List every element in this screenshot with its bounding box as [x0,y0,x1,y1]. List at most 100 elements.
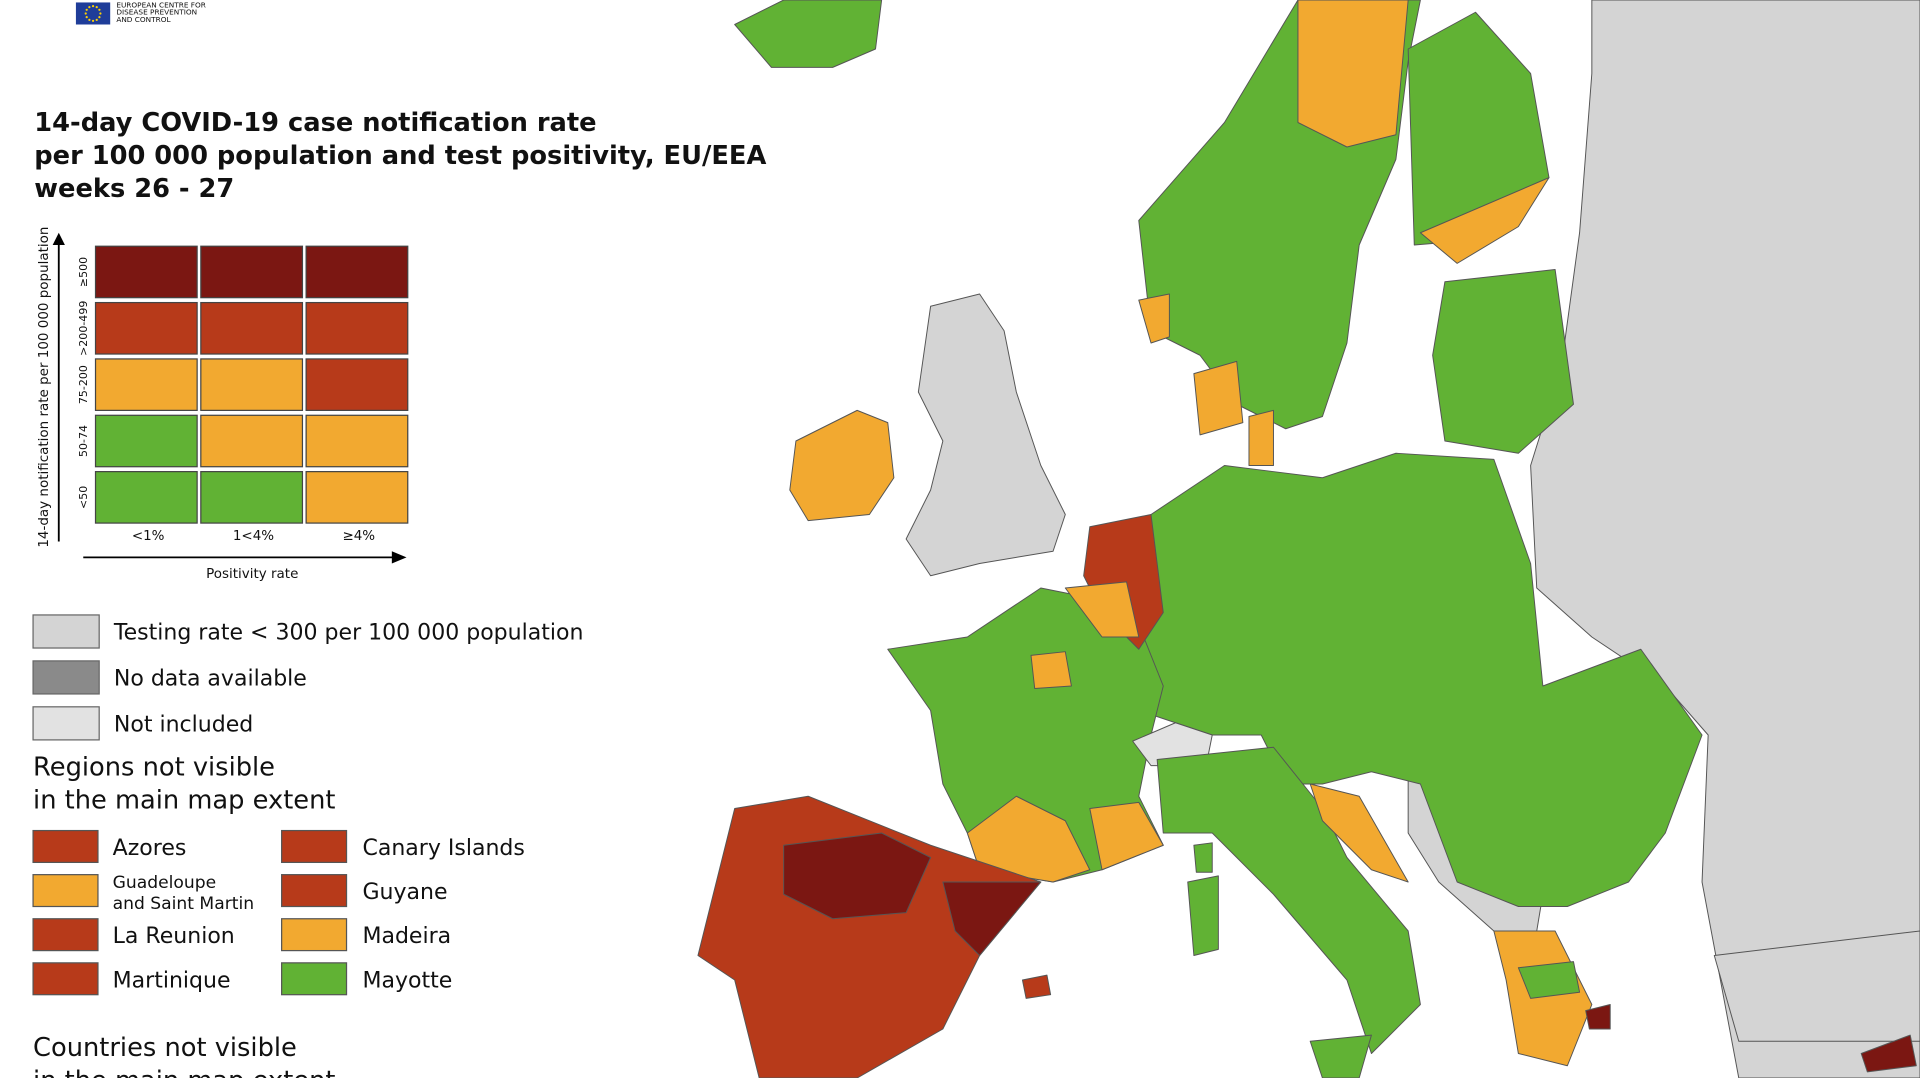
row-label: ≥500 [77,257,90,287]
region-label: Martinique [113,968,231,993]
legend-label: No data available [114,666,307,691]
matrix-cell [94,358,198,411]
ireland [789,409,895,522]
sicily [1309,1034,1372,1078]
matrix-cell [94,245,198,299]
legend-label: Not included [114,712,253,737]
matrix-cell [200,358,304,411]
region-swatch [281,874,348,908]
row-label: <50 [77,486,90,509]
countries-title: in the main map extent [33,1066,335,1078]
catalonia [942,881,1042,956]
balearic [1021,974,1052,999]
flag-star [91,5,95,8]
logo-text: DISEASE PREVENTION [116,8,197,17]
sardinia [1187,875,1219,956]
denmark-east [1248,409,1274,466]
corsica [1193,842,1213,873]
title-line: weeks 26 - 27 [34,174,234,204]
region-label: Mayotte [362,968,452,993]
title-line: per 100 000 population and test positivi… [34,141,766,171]
y-arrow-head [52,232,65,245]
map [697,0,1920,1078]
row-label: 75-200 [77,365,90,404]
title-line: 14-day COVID-19 case notification rate [34,108,596,138]
norway-south [1138,293,1170,344]
region-label: Azores [113,836,187,861]
france-southeast [1089,801,1164,871]
region-swatch [32,874,99,908]
x-axis-label: Positivity rate [206,566,298,582]
switzerland [1132,722,1213,767]
region-label: Guadeloupe [113,873,217,893]
matrix-cell [305,471,409,524]
flag-star [95,6,98,9]
finland-north [1297,0,1409,148]
matrix-cell [94,414,198,468]
matrix-cell [305,245,409,299]
region-label: Madeira [362,924,451,949]
regions-title: Regions not visible [33,752,275,782]
denmark [1193,360,1244,436]
legend-swatch [32,614,100,649]
logo-text: EUROPEAN CENTRE FOR [116,0,206,9]
finland-south [1419,177,1550,264]
region-swatch [32,829,99,864]
region-swatch [32,962,99,996]
region-swatch [281,962,348,996]
region-swatch [32,918,99,952]
region-swatch [281,918,348,952]
flag-star [84,12,87,15]
matrix-cell [305,358,409,411]
region-label: La Reunion [113,924,235,949]
x-arrow-head [391,551,407,564]
turkey [1713,930,1920,1042]
logo-text: AND CONTROL [116,15,171,24]
belgium [1064,581,1140,638]
matrix-cell [200,245,304,299]
uk [905,293,1066,577]
region-swatch [281,829,348,864]
column-label: <1% [132,528,165,544]
region-label: Canary Islands [362,836,524,861]
y-axis-label: 14-day notification rate per 100 000 pop… [36,227,52,548]
region-label: Guyane [362,880,447,905]
legend-swatch [32,660,100,695]
column-label: 1<4% [233,528,274,544]
flag-star [91,19,95,22]
flag-star [98,16,101,19]
column-label: ≥4% [342,528,375,544]
baltics [1432,269,1574,454]
legend-label: Testing rate < 300 per 100 000 populatio… [113,620,584,645]
legend-swatch [32,706,100,741]
countries-title: Countries not visible [33,1033,297,1063]
croatia [1309,783,1409,883]
matrix-cell [200,471,304,524]
greece-north [1517,961,1581,999]
flag-star [88,6,91,9]
matrix-cell [94,471,198,524]
matrix-cell [94,301,198,355]
paris [1030,651,1072,689]
flag-star [88,18,91,21]
regions-title: in the main map extent [33,785,335,815]
italy [1156,746,1421,1054]
iceland [734,0,883,68]
eu-flag [75,2,111,25]
flag-star [85,16,88,19]
flag-star [98,8,101,11]
region-label: and Saint Martin [113,894,254,914]
iberia-center [783,832,932,920]
flag-star [85,8,88,11]
matrix-cell [200,414,304,468]
matrix-cell [200,301,304,355]
flag-star [99,12,102,15]
matrix-cell [305,414,409,468]
matrix-cell [305,301,409,355]
cyprus [1860,1034,1917,1073]
flag-star [95,18,98,21]
